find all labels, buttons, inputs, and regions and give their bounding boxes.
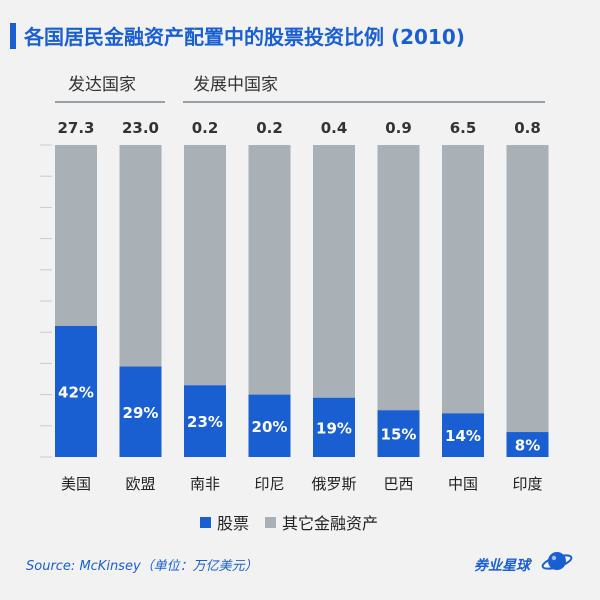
bar-total-label: 0.4 <box>321 119 348 137</box>
bar-other-7 <box>506 145 549 433</box>
bar-stocks-0 <box>55 325 97 457</box>
bar-value-label: 42% <box>58 383 94 401</box>
bar-value-label: 8% <box>515 437 540 455</box>
bar-stocks-2 <box>184 385 226 457</box>
x-tick-label: 巴西 <box>383 475 413 493</box>
group-line-developing <box>183 101 545 103</box>
legend: 股票 其它金融资产 <box>200 510 378 534</box>
legend-swatch-other <box>265 516 277 528</box>
bar-total-label: 0.2 <box>192 119 219 137</box>
legend-label-other: 其它金融资产 <box>282 514 379 533</box>
bar-stocks-3 <box>248 394 291 457</box>
group-line-developed <box>55 101 165 103</box>
bar-total-label: 0.9 <box>385 119 412 137</box>
bar-stocks-7 <box>506 432 549 457</box>
bar-total-label: 27.3 <box>57 119 94 137</box>
x-tick-label: 俄罗斯 <box>311 475 356 493</box>
bar-other-2 <box>184 145 226 386</box>
bar-stocks-6 <box>442 413 484 457</box>
chart-title: 各国居民金融资产配置中的股票投资比例 (2010) <box>24 25 465 49</box>
legend-label-stocks: 股票 <box>217 514 250 533</box>
bar-total-label: 0.2 <box>256 119 283 137</box>
bar-value-label: 14% <box>445 427 481 445</box>
x-tick-label: 印度 <box>512 475 542 493</box>
bar-stocks-5 <box>377 410 420 457</box>
planet-logo-icon <box>541 552 573 570</box>
bar-stocks-4 <box>313 397 355 457</box>
bar-other-5 <box>377 145 420 411</box>
bar-other-3 <box>248 145 291 395</box>
bar-other-0 <box>55 145 97 326</box>
title-accent-bar <box>10 23 16 49</box>
x-tick-label: 南非 <box>190 475 220 493</box>
bar-stocks-1 <box>119 366 162 457</box>
bar-value-label: 19% <box>316 419 352 437</box>
bar-other-1 <box>119 145 162 367</box>
bar-value-label: 15% <box>381 426 417 444</box>
bar-total-label: 23.0 <box>122 119 159 137</box>
bar-other-6 <box>442 145 484 414</box>
x-tick-label: 中国 <box>448 475 478 493</box>
bar-total-label: 0.8 <box>514 119 541 137</box>
bar-value-label: 20% <box>252 418 288 436</box>
group-label-developed: 发达国家 <box>68 75 136 95</box>
bar-value-label: 29% <box>123 404 159 422</box>
brand-name: 券业星球 <box>474 558 530 574</box>
legend-swatch-stocks <box>200 516 211 528</box>
group-label-developing: 发展中国家 <box>193 75 278 95</box>
x-tick-label: 印尼 <box>254 475 284 493</box>
x-tick-label: 欧盟 <box>125 475 155 493</box>
bar-value-label: 23% <box>187 413 223 431</box>
source-note: Source: McKinsey（单位：万亿美元） <box>26 559 258 574</box>
bar-other-4 <box>313 145 355 398</box>
bar-total-label: 6.5 <box>450 119 477 137</box>
x-tick-label: 美国 <box>61 475 91 493</box>
